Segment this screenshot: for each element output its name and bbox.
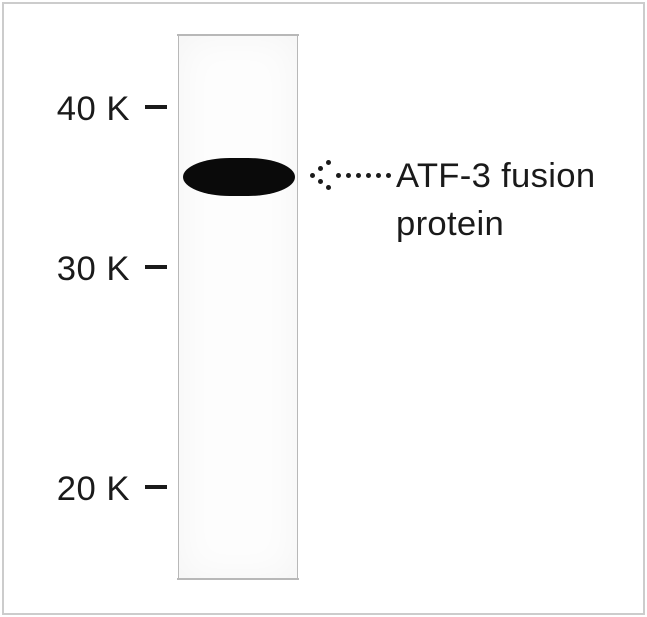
annotation-line-1: ATF-3 fusion [396,152,595,200]
arrow-dot [356,173,361,178]
arrow-dot [336,173,341,178]
annotation-line-2: protein [396,200,595,248]
mw-marker-label: 40 K [57,90,130,129]
arrow-dot [318,179,323,184]
lane-bottom-rule [177,578,299,580]
blot-lane [178,35,298,580]
western-blot-figure: 40 K 30 K 20 K ATF-3 fusion protein [0,0,647,617]
arrow-dot [326,160,331,165]
mw-marker-label: 20 K [57,470,130,509]
arrow-dot [366,173,371,178]
mw-marker-tick [145,485,167,489]
mw-marker-tick [145,105,167,109]
mw-marker-tick [145,265,167,269]
arrow-dot [376,173,381,178]
band-annotation: ATF-3 fusion protein [396,152,595,248]
protein-band [183,158,295,196]
arrow-dot [310,173,315,178]
lane-top-rule [177,34,299,36]
arrow-dot [318,166,323,171]
mw-marker-label: 30 K [57,250,130,289]
arrow-dot [386,173,391,178]
arrow-dot [326,185,331,190]
arrow-dot [346,173,351,178]
